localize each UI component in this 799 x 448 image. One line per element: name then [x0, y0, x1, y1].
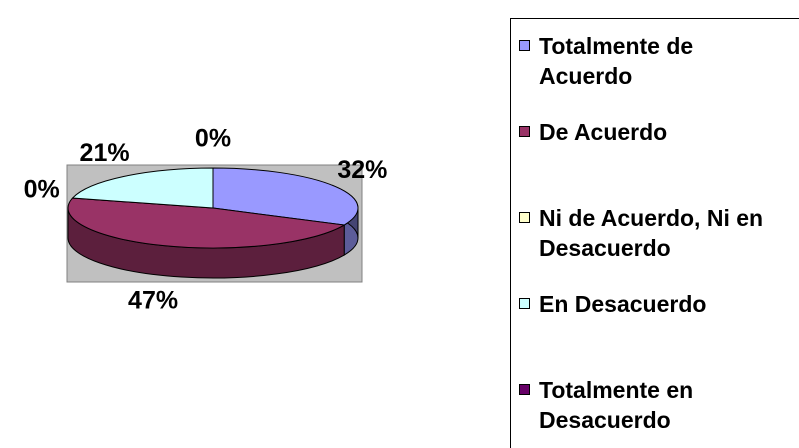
data-label: 21%	[80, 139, 130, 167]
legend-swatch	[519, 126, 530, 137]
slice	[71, 167, 214, 209]
legend-label: De Acuerdo	[539, 119, 668, 145]
page: {"chart_data": {"type": "pie3d", "catego…	[23, 18, 799, 448]
chart: 32% 47% 0% 21% 0%	[24, 125, 388, 315]
data-label: 32%	[337, 156, 387, 184]
slice	[67, 197, 346, 249]
legend-swatch	[519, 40, 530, 51]
legend-label: Totalmente en Desacuerdo	[539, 377, 694, 433]
legend-swatch	[519, 298, 530, 309]
legend-label: Ni de Acuerdo, Ni en Desacuerdo	[539, 205, 764, 261]
legend-label: Totalmente de Acuerdo	[539, 33, 694, 89]
legend-swatch	[519, 212, 530, 223]
data-label: 0%	[24, 176, 60, 204]
legend-swatch	[519, 384, 530, 395]
slice	[212, 167, 359, 226]
data-label: 0%	[195, 125, 231, 153]
legend: Totalmente de Acuerdo De Acuerdo Ni de Acu…	[510, 18, 799, 448]
data-label: 47%	[128, 287, 178, 315]
legend-label: En Desacuerdo	[539, 291, 707, 317]
